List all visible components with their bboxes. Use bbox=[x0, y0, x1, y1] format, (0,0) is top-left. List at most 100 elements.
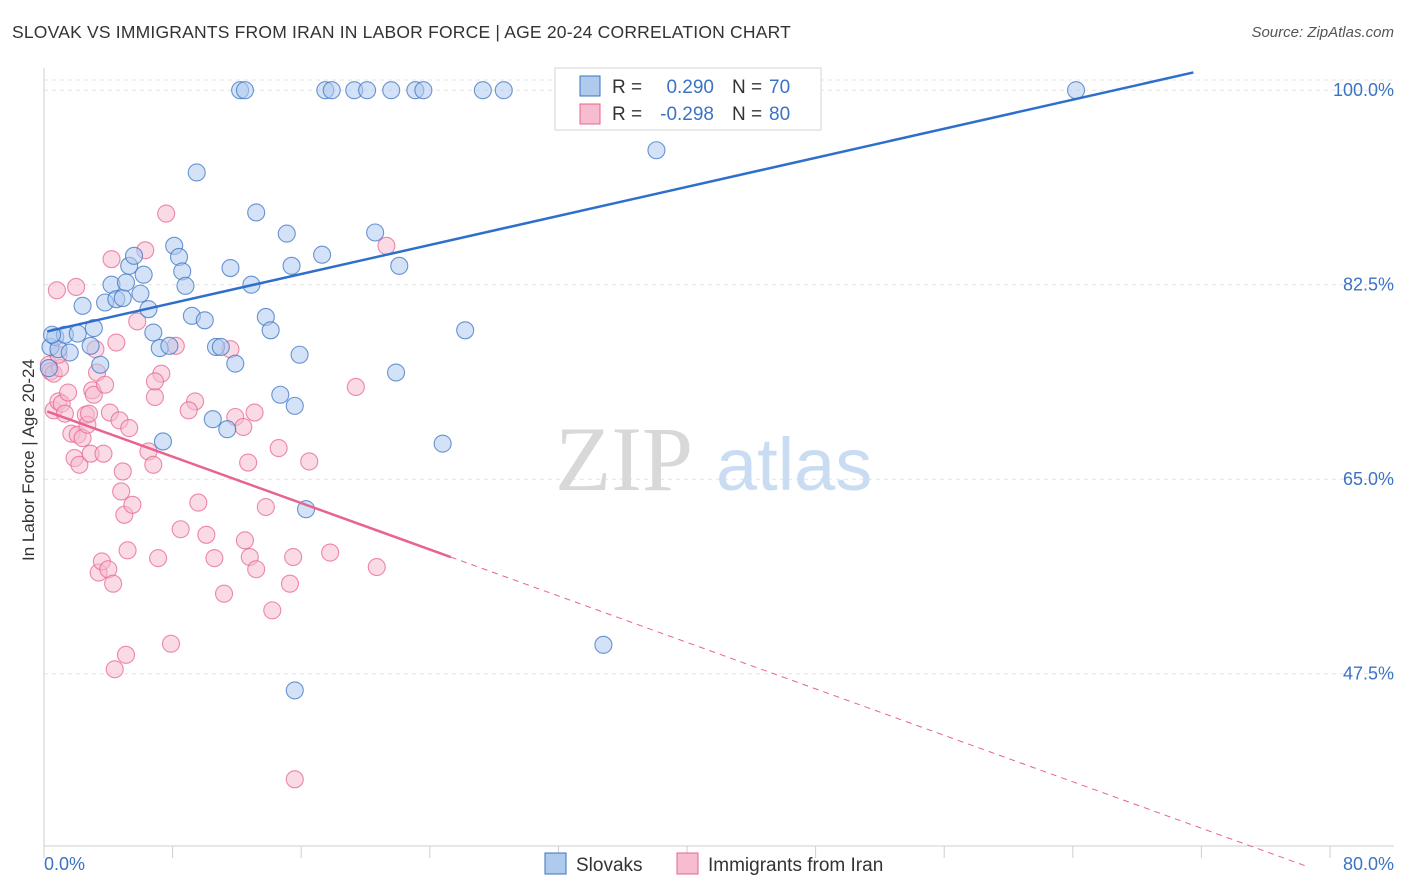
slovak-point bbox=[73, 296, 92, 315]
slovak-point bbox=[290, 345, 309, 364]
bottom-legend-swatch-slovaks bbox=[544, 852, 567, 875]
slovak-point bbox=[160, 336, 179, 355]
legend-r-label-2: R = bbox=[612, 104, 642, 125]
slovak-point bbox=[433, 434, 452, 453]
bottom-legend-label-iran: Immigrants from Iran bbox=[708, 855, 883, 876]
slovak-point bbox=[277, 224, 296, 243]
iran-point bbox=[263, 601, 282, 620]
slovak-point bbox=[187, 163, 206, 182]
legend-r-value-1: 0.290 bbox=[666, 77, 714, 98]
iran-point bbox=[367, 557, 386, 577]
bottom-legend-swatch-iran bbox=[676, 852, 699, 875]
gridlines bbox=[44, 79, 1394, 675]
x-tick-label-max: 80.0% bbox=[1343, 854, 1394, 874]
iran-point bbox=[280, 574, 299, 593]
slovak-point bbox=[211, 337, 230, 357]
slovak-point bbox=[144, 323, 163, 342]
iran-point bbox=[189, 493, 208, 512]
slovak-point bbox=[124, 246, 144, 265]
iran-point bbox=[256, 497, 275, 517]
slovak-point bbox=[296, 500, 316, 519]
legend-swatch-iran bbox=[579, 103, 601, 125]
slovak-point bbox=[271, 385, 290, 404]
y-tick-label: 100.0% bbox=[1333, 80, 1394, 100]
legend-n-value-1: 70 bbox=[769, 77, 790, 98]
slovak-point bbox=[285, 396, 304, 415]
slovak-trend-line bbox=[46, 71, 1194, 333]
slovak-point bbox=[390, 256, 409, 275]
iran-point bbox=[116, 645, 136, 664]
legend-swatch-slovaks bbox=[579, 75, 601, 97]
slovak-point bbox=[456, 321, 475, 340]
iran-point bbox=[128, 312, 147, 331]
source-label: Source: ZipAtlas.com bbox=[1251, 24, 1394, 41]
iran-point bbox=[157, 204, 176, 223]
legend-n-label-2: N = bbox=[732, 104, 762, 125]
iran-point bbox=[285, 770, 304, 789]
chart-title: SLOVAK VS IMMIGRANTS FROM IRAN IN LABOR … bbox=[12, 22, 791, 42]
iran-point bbox=[284, 547, 303, 567]
iran-point bbox=[247, 560, 266, 579]
iran-point bbox=[145, 372, 164, 391]
slovak-point bbox=[247, 203, 266, 222]
iran-point bbox=[123, 495, 142, 514]
slovak-point bbox=[261, 321, 280, 340]
slovak-point bbox=[226, 354, 245, 373]
iran-point bbox=[47, 281, 66, 300]
slovak-point bbox=[176, 276, 195, 295]
slovak-point bbox=[39, 359, 58, 378]
watermark-atlas: atlas bbox=[716, 423, 872, 506]
slovak-point bbox=[134, 265, 153, 284]
series-legend: Slovaks Immigrants from Iran bbox=[544, 852, 883, 876]
y-tick-label: 65.0% bbox=[1343, 469, 1394, 489]
trend-lines bbox=[46, 71, 1307, 867]
slovak-point bbox=[386, 363, 406, 382]
iran-point bbox=[234, 417, 253, 437]
iran-point bbox=[107, 333, 126, 352]
slovak-point bbox=[358, 81, 377, 100]
slovak-point bbox=[131, 284, 150, 303]
slovak-point bbox=[235, 81, 254, 100]
y-tick-label: 47.5% bbox=[1343, 664, 1394, 684]
iran-point bbox=[112, 482, 131, 501]
iran-point bbox=[84, 385, 103, 404]
iran-trend-line-extension bbox=[450, 556, 1307, 867]
slovak-point bbox=[84, 319, 103, 338]
iran-point bbox=[171, 520, 190, 539]
iran-point bbox=[59, 383, 78, 402]
legend-r-label-1: R = bbox=[612, 77, 642, 98]
slovak-point bbox=[414, 81, 433, 100]
slovak-point bbox=[322, 81, 341, 100]
slovak-point bbox=[81, 336, 100, 355]
slovak-point bbox=[113, 289, 132, 308]
slovak-points bbox=[39, 81, 1086, 700]
slovak-point bbox=[68, 324, 87, 343]
legend-n-value-2: 80 bbox=[769, 104, 790, 125]
x-tick-label-min: 0.0% bbox=[44, 854, 85, 874]
slovak-point bbox=[1066, 81, 1086, 100]
legend-n-label-1: N = bbox=[732, 77, 762, 98]
slovak-point bbox=[116, 273, 136, 292]
slovak-point bbox=[473, 81, 492, 100]
iran-point bbox=[118, 541, 137, 560]
iran-point bbox=[67, 277, 86, 297]
slovak-point bbox=[594, 635, 613, 654]
iran-point bbox=[245, 403, 264, 422]
iran-point bbox=[102, 250, 121, 269]
axes bbox=[43, 68, 1394, 847]
slovak-point bbox=[285, 681, 304, 700]
slovak-point bbox=[60, 343, 79, 362]
slovak-point bbox=[494, 81, 513, 100]
slovak-point bbox=[366, 223, 385, 242]
slovak-point bbox=[153, 432, 173, 451]
iran-point bbox=[179, 401, 198, 420]
iran-point bbox=[205, 549, 224, 568]
slovak-point bbox=[218, 420, 237, 439]
slovak-point bbox=[91, 355, 110, 374]
iran-point bbox=[70, 455, 89, 474]
y-tick-labels: 47.5% 65.0% 82.5% 100.0% bbox=[1333, 80, 1394, 684]
iran-point bbox=[149, 549, 168, 568]
iran-point bbox=[94, 444, 113, 463]
slovak-point bbox=[221, 259, 240, 278]
iran-point bbox=[197, 525, 216, 544]
